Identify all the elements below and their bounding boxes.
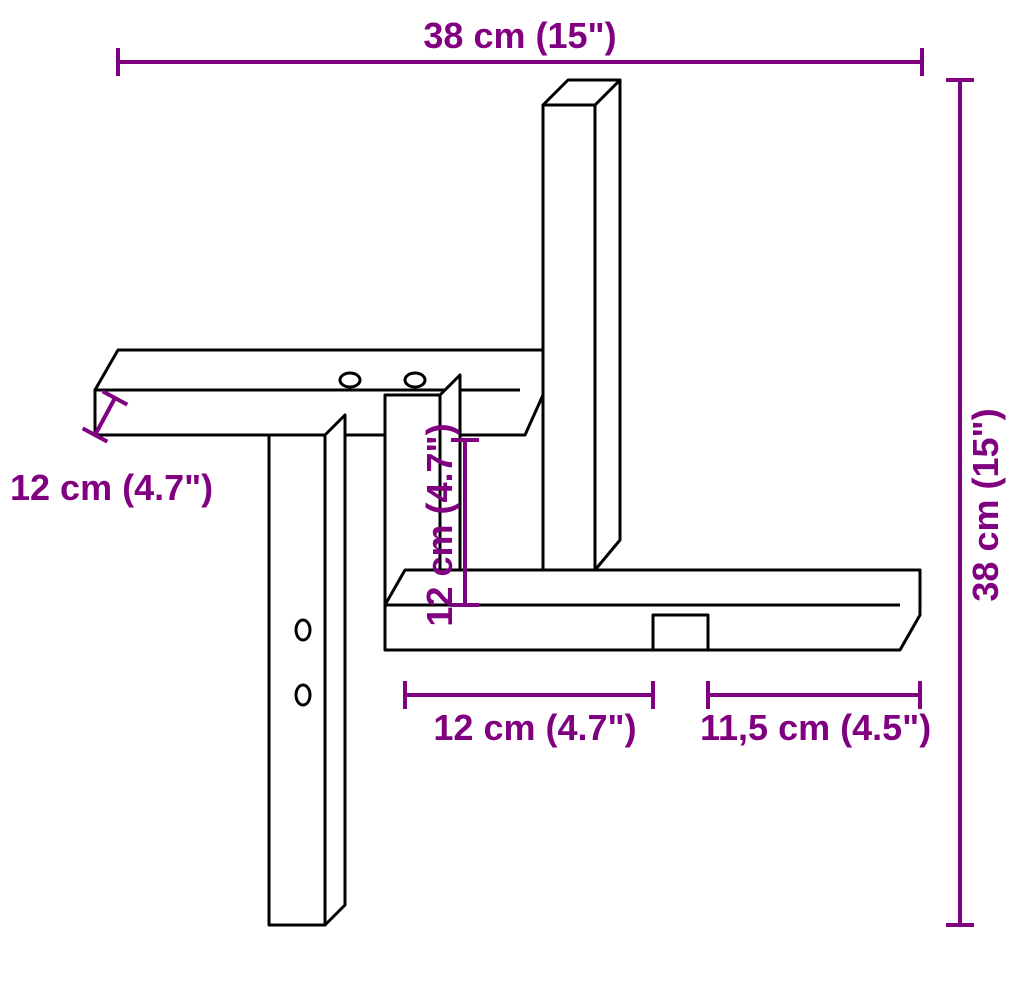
mid-height-label: 12 cm (4.7") [419,423,460,626]
shelf-outline [95,80,920,925]
top-left-shelf [95,350,543,435]
depth-front-left-label: 12 cm (4.7") [10,467,213,508]
lower-vertical-board-tall-side [325,415,345,925]
right-height-label: 38 cm (15") [965,408,1006,601]
top-width-label: 38 cm (15") [423,15,616,56]
lower-vertical-board-tall [269,435,325,925]
mid-divider-right [653,615,708,650]
bottom-right-span-label: 11,5 cm (4.5") [700,707,931,748]
upper-vertical-board-side [595,80,620,570]
upper-vertical-board [543,105,595,570]
dimension-diagram: 38 cm (15") 38 cm (15") 12 cm (4.7") 12 cm … [0,0,1013,983]
bottom-left-span-label: 12 cm (4.7") [433,707,636,748]
dimension-lines [83,48,974,925]
